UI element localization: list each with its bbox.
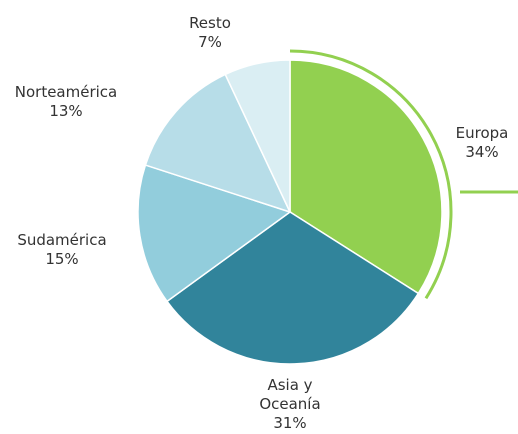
category-label: Norteamérica bbox=[15, 83, 117, 101]
category-label-line: Norteamérica bbox=[15, 83, 117, 101]
category-label-line: Resto bbox=[189, 14, 231, 32]
pie-slice bbox=[144, 73, 292, 214]
category-label-line: Sudamérica bbox=[17, 231, 106, 249]
pie-slice bbox=[137, 164, 292, 303]
highlight-arc bbox=[289, 49, 453, 300]
pie-slice bbox=[165, 211, 420, 365]
value-label: 15% bbox=[45, 250, 78, 268]
category-label: Asia y Oceanía bbox=[259, 376, 320, 413]
category-label-line: Europa bbox=[456, 124, 509, 142]
value-label: 34% bbox=[465, 143, 498, 161]
category-label: Resto bbox=[189, 14, 231, 32]
category-label: Europa bbox=[456, 124, 509, 142]
category-label: Sudamérica bbox=[17, 231, 106, 249]
category-label-line: Oceanía bbox=[259, 395, 320, 413]
pie-slice bbox=[224, 59, 291, 213]
value-label: 7% bbox=[198, 33, 222, 51]
value-label: 31% bbox=[273, 414, 306, 432]
value-label: 13% bbox=[49, 102, 82, 120]
category-label-line: Asia y bbox=[267, 376, 312, 394]
pie-slice bbox=[289, 59, 443, 295]
